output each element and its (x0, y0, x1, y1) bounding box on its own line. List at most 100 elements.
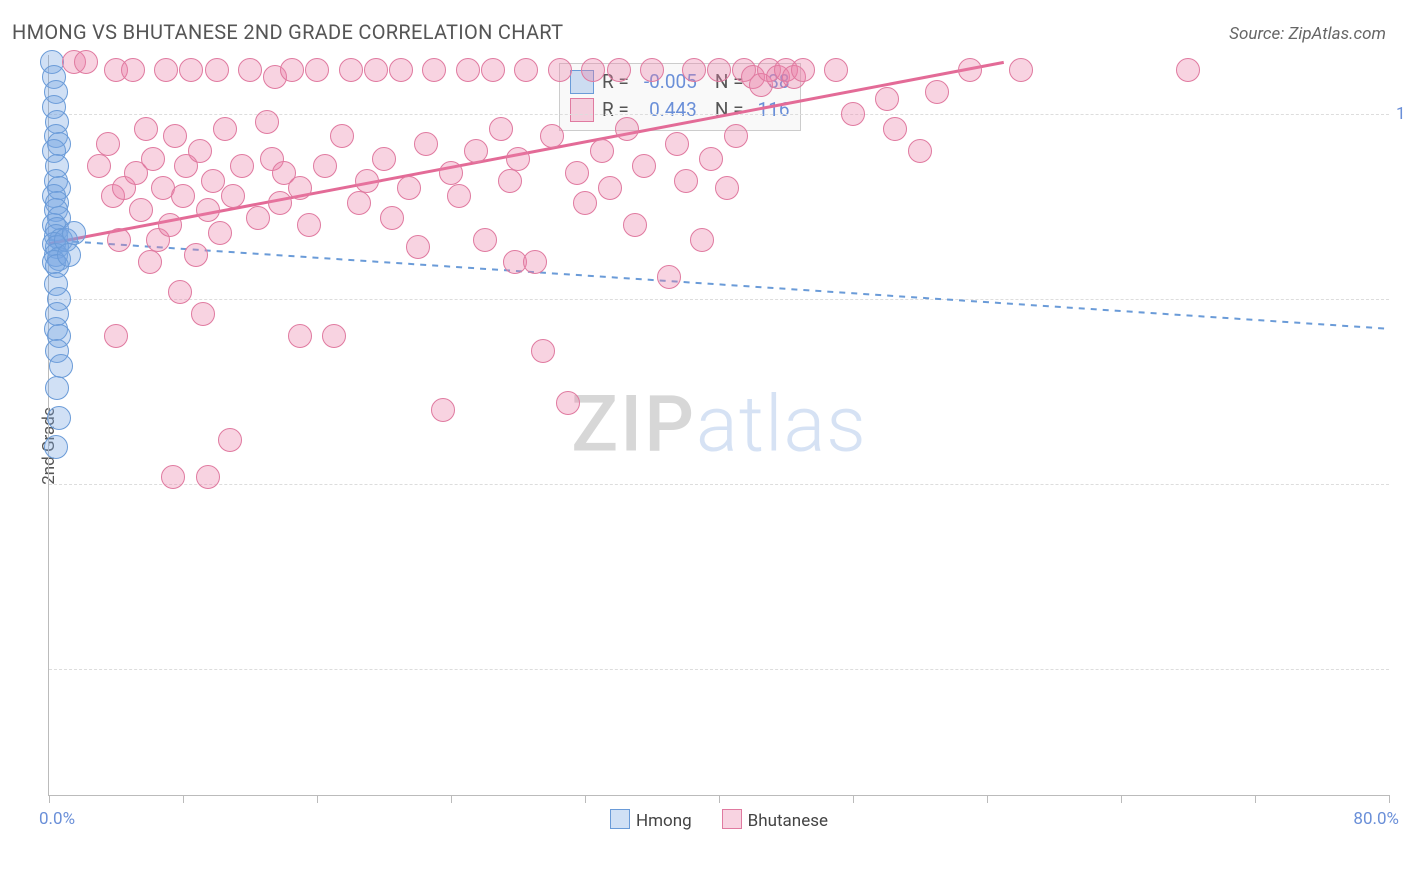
data-point (665, 132, 689, 156)
data-point (674, 169, 698, 193)
trend-line (49, 240, 1389, 329)
data-point (141, 147, 165, 171)
data-point (607, 58, 631, 82)
data-point (473, 228, 497, 252)
data-point (372, 147, 396, 171)
data-point (62, 221, 86, 245)
data-point (221, 184, 245, 208)
data-point (439, 161, 463, 185)
data-point (958, 58, 982, 82)
data-point (623, 213, 647, 237)
data-point (1176, 58, 1200, 82)
y-tick-label: 100.0% (1396, 104, 1406, 124)
x-tick (451, 795, 452, 803)
data-point (699, 147, 723, 171)
x-axis-max-label: 80.0% (1353, 809, 1399, 829)
data-point (134, 117, 158, 141)
x-tick (49, 795, 50, 803)
data-point (121, 58, 145, 82)
data-point (44, 435, 68, 459)
data-point (498, 169, 522, 193)
y-tick-label: 95.0% (1396, 474, 1406, 494)
data-point (171, 184, 195, 208)
data-point (213, 117, 237, 141)
data-point (540, 124, 564, 148)
data-point (184, 243, 208, 267)
y-tick-label: 97.5% (1396, 289, 1406, 309)
data-point (205, 58, 229, 82)
x-tick (585, 795, 586, 803)
data-point (355, 169, 379, 193)
data-point (690, 228, 714, 252)
data-point (179, 58, 203, 82)
data-point (573, 191, 597, 215)
data-point (208, 221, 232, 245)
source-attribution: Source: ZipAtlas.com (1229, 24, 1386, 44)
data-point (422, 58, 446, 82)
data-point (1009, 58, 1033, 82)
data-point (49, 354, 73, 378)
data-point (288, 176, 312, 200)
data-point (506, 147, 530, 171)
data-point (640, 58, 664, 82)
x-tick (317, 795, 318, 803)
x-tick (1389, 795, 1390, 803)
data-point (707, 58, 731, 82)
data-point (514, 58, 538, 82)
data-point (590, 139, 614, 163)
data-point (364, 58, 388, 82)
data-point (431, 398, 455, 422)
data-point (347, 191, 371, 215)
data-point (255, 110, 279, 134)
data-point (657, 265, 681, 289)
data-point (246, 206, 270, 230)
data-point (74, 50, 98, 74)
data-point (824, 58, 848, 82)
series-legend: Hmong Bhutanese (610, 809, 828, 831)
data-point (841, 102, 865, 126)
data-point (724, 124, 748, 148)
data-point (883, 117, 907, 141)
data-point (447, 184, 471, 208)
data-point (238, 58, 262, 82)
data-point (925, 80, 949, 104)
data-point (47, 406, 71, 430)
data-point (389, 58, 413, 82)
legend-swatch-icon (722, 809, 742, 829)
chart-title: HMONG VS BHUTANESE 2ND GRADE CORRELATION… (12, 20, 563, 44)
data-point (104, 324, 128, 348)
data-point (481, 58, 505, 82)
data-point (168, 280, 192, 304)
data-point (230, 154, 254, 178)
chart-container: HMONG VS BHUTANESE 2ND GRADE CORRELATION… (0, 0, 1406, 892)
data-point (523, 250, 547, 274)
data-point (201, 169, 225, 193)
data-point (581, 58, 605, 82)
legend-item-hmong: Hmong (610, 809, 692, 831)
data-point (158, 213, 182, 237)
data-point (188, 139, 212, 163)
data-point (380, 206, 404, 230)
data-point (397, 176, 421, 200)
data-point (548, 58, 572, 82)
data-point (96, 132, 120, 156)
data-point (322, 324, 346, 348)
data-point (196, 465, 220, 489)
data-point (107, 228, 131, 252)
data-point (196, 198, 220, 222)
data-point (556, 391, 580, 415)
data-point (489, 117, 513, 141)
y-tick-label: 92.5% (1396, 659, 1406, 679)
legend-item-bhutanese: Bhutanese (722, 809, 828, 831)
data-point (280, 58, 304, 82)
data-point (339, 58, 363, 82)
legend-swatch-icon (610, 809, 630, 829)
x-tick (853, 795, 854, 803)
data-point (464, 139, 488, 163)
data-point (632, 154, 656, 178)
data-point (598, 176, 622, 200)
data-point (129, 198, 153, 222)
legend-label: Hmong (636, 811, 692, 831)
data-point (45, 376, 69, 400)
data-point (406, 235, 430, 259)
